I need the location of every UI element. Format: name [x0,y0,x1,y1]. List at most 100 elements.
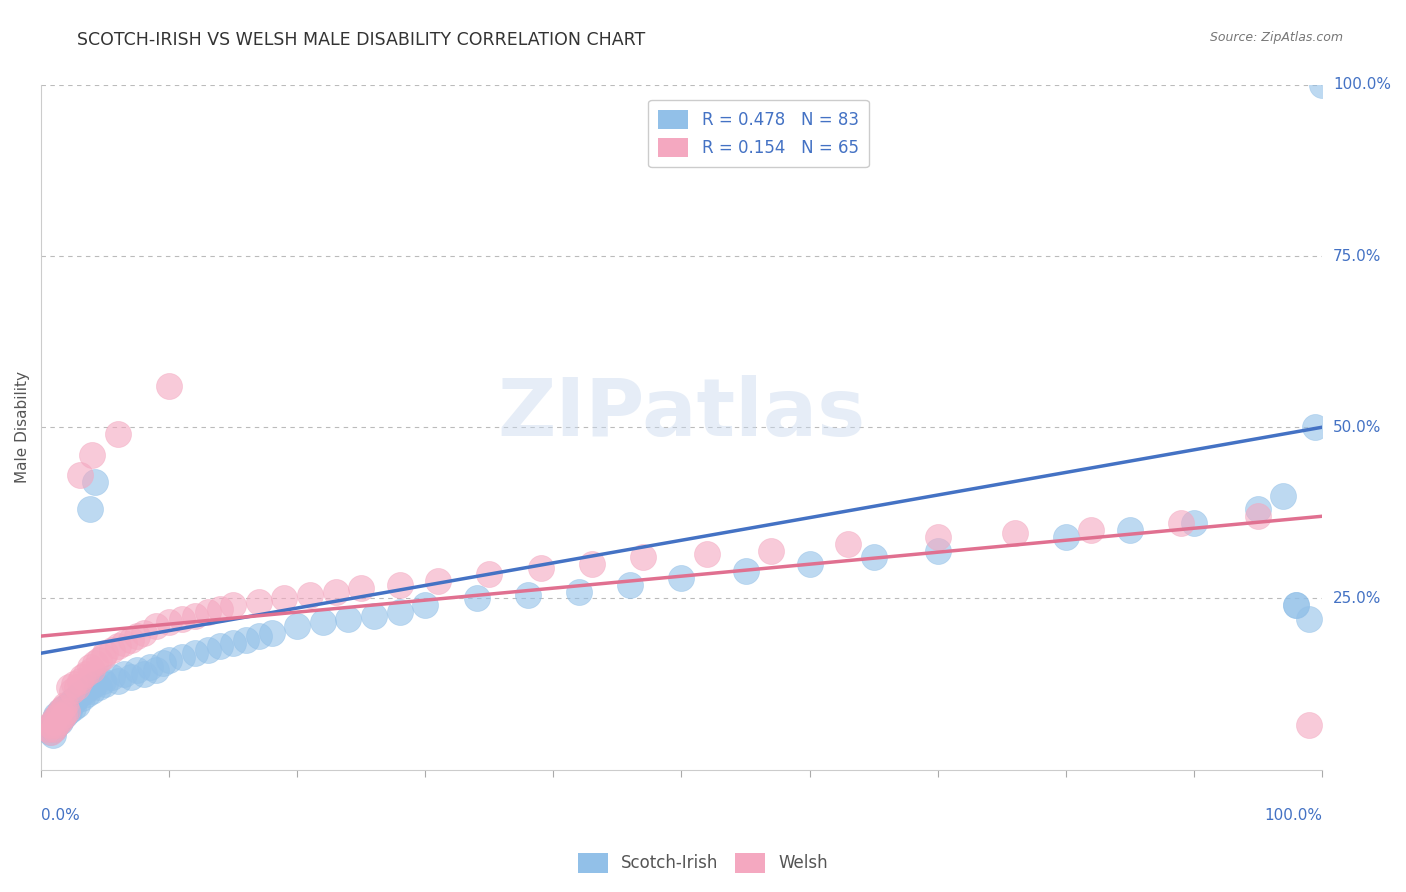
Point [79,502,101,516]
Point [120,632,142,647]
Point [44,711,66,725]
Point [132,666,155,681]
Point [1298,718,1320,732]
Point [69,468,91,483]
Point [734,564,756,578]
Point [58,681,80,695]
Point [79,660,101,674]
Point [1182,516,1205,530]
Point [325,584,347,599]
Legend: Scotch-Irish, Welsh: Scotch-Irish, Welsh [571,847,835,880]
Point [285,619,308,633]
Text: Source: ZipAtlas.com: Source: ZipAtlas.com [1209,31,1343,45]
Point [273,591,295,606]
Point [46,714,69,729]
Point [127,629,149,643]
Point [671,571,693,585]
Point [83,657,105,671]
Point [45,718,67,732]
Point [49,714,72,729]
Point [478,567,501,582]
Text: 50.0%: 50.0% [1333,420,1381,434]
Point [350,581,373,595]
Point [82,684,104,698]
Text: 100.0%: 100.0% [1264,808,1322,823]
Point [107,640,129,654]
Point [39,718,62,732]
Point [55,707,77,722]
Point [1285,599,1308,613]
Point [41,718,63,732]
Point [112,636,135,650]
Point [132,625,155,640]
Point [100,642,122,657]
Point [39,725,62,739]
Point [759,543,782,558]
Point [152,657,174,671]
Point [82,663,104,677]
Point [157,653,180,667]
Point [184,646,207,660]
Point [209,640,232,654]
Point [59,698,82,712]
Point [48,714,70,729]
Point [107,673,129,688]
Point [139,660,162,674]
Point [76,687,98,701]
Point [1305,420,1327,434]
Point [145,663,167,677]
Point [1054,530,1077,544]
Point [299,588,322,602]
Point [157,615,180,630]
Point [222,636,245,650]
Point [388,605,411,619]
Point [619,578,641,592]
Point [91,649,114,664]
Point [83,677,105,691]
Point [1285,599,1308,613]
Point [862,550,884,565]
Point [157,379,180,393]
Text: 25.0%: 25.0% [1333,591,1381,606]
Point [247,629,270,643]
Point [42,722,65,736]
Point [127,663,149,677]
Point [45,707,67,722]
Point [427,574,450,589]
Y-axis label: Male Disability: Male Disability [15,371,30,483]
Point [799,558,821,572]
Point [60,694,83,708]
Point [170,649,193,664]
Point [145,619,167,633]
Point [65,690,87,705]
Point [55,698,77,712]
Point [66,681,89,695]
Point [337,612,360,626]
Point [415,599,437,613]
Point [52,707,75,722]
Text: 75.0%: 75.0% [1333,249,1381,264]
Point [83,475,105,489]
Point [66,698,89,712]
Point [1080,523,1102,537]
Legend: R = 0.478   N = 83, R = 0.154   N = 65: R = 0.478 N = 83, R = 0.154 N = 65 [648,100,869,167]
Point [1004,526,1026,541]
Point [100,670,122,684]
Point [37,722,59,736]
Point [581,558,603,572]
Point [91,673,114,688]
Point [260,625,283,640]
Point [1272,489,1295,503]
Point [60,684,83,698]
Point [69,673,91,688]
Point [44,711,66,725]
Point [927,543,949,558]
Point [46,707,69,722]
Point [696,547,718,561]
Point [87,653,110,667]
Point [49,705,72,719]
Point [927,530,949,544]
Point [516,588,538,602]
Point [79,681,101,695]
Point [51,711,73,725]
